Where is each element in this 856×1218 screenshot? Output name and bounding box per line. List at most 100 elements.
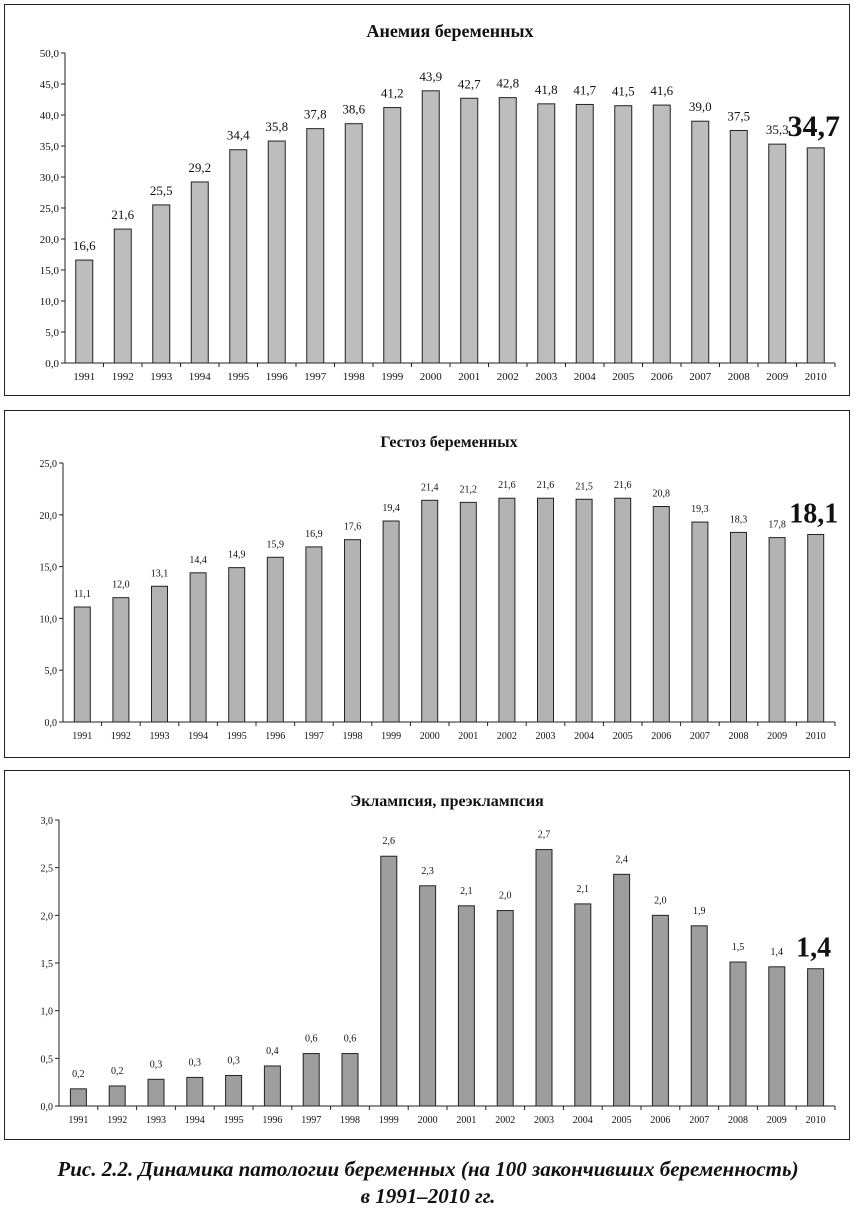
data-label: 2,7 bbox=[538, 830, 551, 841]
x-tick-label: 1996 bbox=[265, 731, 285, 742]
data-label: 18,3 bbox=[730, 514, 748, 525]
bar-eclampsia-2006 bbox=[651, 914, 669, 1107]
bar-anemia-1996 bbox=[267, 140, 286, 364]
bar-gestosis-1992 bbox=[112, 597, 130, 723]
bar-gestosis-2001 bbox=[459, 501, 477, 723]
data-label: 34,4 bbox=[227, 128, 250, 143]
chart-eclampsia: Эклампсия, преэклампсия 0,0 0,5 1,0 1,5 2,0 2,… bbox=[41, 793, 836, 1126]
data-label: 29,2 bbox=[188, 160, 211, 175]
bar-eclampsia-2005 bbox=[613, 873, 631, 1107]
x-tick-label: 1992 bbox=[111, 731, 131, 742]
y-tick-label: 0,5 bbox=[41, 1054, 54, 1065]
y-tick-label: 3,0 bbox=[41, 816, 54, 827]
x-tick-label: 2002 bbox=[497, 731, 517, 742]
data-label: 2,1 bbox=[577, 884, 590, 895]
x-tick-label: 1994 bbox=[185, 1115, 205, 1126]
x-tick-label: 2007 bbox=[689, 371, 712, 383]
data-label: 2,3 bbox=[421, 866, 434, 877]
data-label: 43,9 bbox=[419, 69, 442, 84]
bar-eclampsia-2001 bbox=[457, 905, 475, 1107]
bar-eclampsia-1996 bbox=[263, 1065, 281, 1107]
data-label: 2,6 bbox=[383, 836, 396, 847]
bar-anemia-2001 bbox=[460, 97, 479, 364]
bar-gestosis-2003 bbox=[537, 497, 554, 723]
x-tick-label: 2006 bbox=[650, 1115, 670, 1126]
data-label: 1,5 bbox=[732, 942, 745, 953]
bar-eclampsia-2007 bbox=[690, 925, 708, 1107]
y-tick-label: 25,0 bbox=[40, 459, 58, 470]
x-tick-label: 1999 bbox=[381, 731, 401, 742]
data-label-highlight: 34,7 bbox=[788, 110, 841, 143]
bar-gestosis-1996 bbox=[266, 556, 284, 723]
data-label: 19,3 bbox=[691, 504, 709, 515]
bar-gestosis-1999 bbox=[382, 520, 400, 723]
y-tick-label: 0,0 bbox=[45, 358, 59, 370]
data-label: 20,8 bbox=[653, 489, 671, 500]
data-label: 0,6 bbox=[344, 1034, 357, 1045]
chart-panel-eclampsia: Эклампсия, преэклампсия 0,0 0,5 1,0 1,5 2,0 2,… bbox=[4, 770, 850, 1140]
data-label: 41,6 bbox=[650, 83, 673, 98]
x-tick-label: 1995 bbox=[224, 1115, 244, 1126]
data-label: 11,1 bbox=[74, 589, 91, 600]
x-tick-label: 1996 bbox=[262, 1115, 282, 1126]
x-tick-label: 2003 bbox=[535, 371, 558, 383]
x-tick-label: 2010 bbox=[806, 731, 826, 742]
x-tick-label: 2000 bbox=[420, 371, 443, 383]
x-tick-label: 2005 bbox=[612, 1115, 632, 1126]
data-label-highlight: 1,4 bbox=[796, 933, 831, 964]
data-label: 41,2 bbox=[381, 86, 404, 101]
data-label: 21,6 bbox=[614, 480, 632, 491]
data-label: 14,4 bbox=[189, 555, 207, 566]
bar-gestosis-2009 bbox=[768, 537, 786, 723]
x-tick-label: 1994 bbox=[188, 731, 208, 742]
bar-gestosis-2007 bbox=[691, 521, 709, 723]
bar-eclampsia-1993 bbox=[147, 1078, 165, 1107]
data-label: 21,6 bbox=[537, 480, 555, 491]
x-tick-label: 1995 bbox=[227, 731, 247, 742]
bar-anemia-1997 bbox=[306, 128, 325, 364]
bar-gestosis-2000 bbox=[421, 499, 439, 723]
bar-eclampsia-2002 bbox=[496, 910, 514, 1107]
x-tick-label: 2007 bbox=[689, 1115, 709, 1126]
y-tick-label: 5,0 bbox=[45, 666, 58, 677]
x-tick-label: 2008 bbox=[728, 371, 751, 383]
bar-anemia-2002 bbox=[498, 97, 517, 364]
y-tick-label: 10,0 bbox=[40, 614, 58, 625]
data-label: 38,6 bbox=[342, 102, 365, 117]
y-tick-label: 0,0 bbox=[45, 718, 58, 729]
x-tick-label: 1991 bbox=[73, 371, 95, 383]
x-tick-label: 2000 bbox=[420, 731, 440, 742]
x-tick-label: 2008 bbox=[729, 731, 749, 742]
chart-panel-gestosis: Гестоз беременных 0,0 5,0 10,0 15,0 20,0 25,0 1… bbox=[4, 410, 850, 758]
bar-eclampsia-2004 bbox=[574, 903, 592, 1107]
x-tick-label: 2003 bbox=[534, 1115, 554, 1126]
y-tick-label: 35,0 bbox=[40, 141, 60, 153]
x-tick-label: 2009 bbox=[766, 371, 789, 383]
x-tick-label: 2008 bbox=[728, 1115, 748, 1126]
y-tick-label: 15,0 bbox=[40, 563, 58, 574]
data-label: 14,9 bbox=[228, 550, 246, 561]
x-tick-label: 2006 bbox=[651, 731, 671, 742]
chart-title: Анемия беременных bbox=[366, 21, 533, 41]
y-tick-label: 1,5 bbox=[41, 959, 54, 970]
chart-title: Гестоз беременных bbox=[380, 434, 517, 451]
x-tick-label: 2000 bbox=[418, 1115, 438, 1126]
data-label: 35,8 bbox=[265, 119, 288, 134]
bar-eclampsia-1992 bbox=[108, 1085, 126, 1107]
bar-gestosis-1998 bbox=[344, 539, 361, 723]
bar-anemia-2005 bbox=[614, 105, 633, 364]
bar-eclampsia-1997 bbox=[302, 1053, 320, 1107]
x-tick-label: 2010 bbox=[806, 1115, 826, 1126]
bar-eclampsia-1994 bbox=[186, 1076, 204, 1107]
x-tick-label: 2009 bbox=[767, 731, 787, 742]
bar-eclampsia-2009 bbox=[768, 966, 786, 1107]
x-tick-label: 2003 bbox=[536, 731, 556, 742]
bar-eclampsia-2000 bbox=[419, 885, 437, 1107]
x-tick-label: 2009 bbox=[767, 1115, 787, 1126]
x-tick-label: 1994 bbox=[189, 371, 212, 383]
data-label: 12,0 bbox=[112, 580, 130, 591]
x-tick-label: 1992 bbox=[112, 371, 134, 383]
bar-eclampsia-2010 bbox=[807, 968, 825, 1107]
y-tick-label: 5,0 bbox=[45, 327, 59, 339]
y-tick-label: 50,0 bbox=[40, 48, 60, 60]
